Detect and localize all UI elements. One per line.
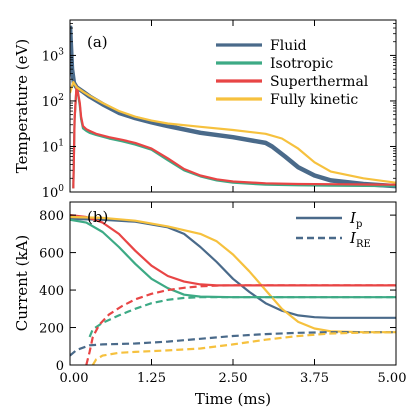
panel-b-x-tick-label: 0.00 (60, 371, 89, 386)
panel-a-y-axis-label: Temperature (eV) (13, 39, 31, 173)
panel-a-legend-label-superthermal: Superthermal (270, 74, 369, 90)
panel-b-series-superthermal-i-p (70, 214, 396, 287)
panel-a-legend-label-fluid: Fluid (270, 38, 307, 54)
panel-b-series-fluid-i-re (70, 331, 396, 357)
panel-b-series-fully-kinetic-i-p (70, 215, 396, 334)
panel-b-axes: 0 200 400 600 800 0.00 1.25 2.50 3.75 5.00 (39, 202, 406, 386)
panel-b-x-tick-label: 1.25 (137, 371, 166, 386)
panel-a-y-tick-label: 101 (42, 138, 64, 155)
panel-b-x-tick-label: 2.50 (219, 371, 248, 386)
panel-b-y-axis-label: Current (kA) (13, 235, 31, 331)
panel-b-legend-label-i-p: Ip (349, 209, 362, 230)
panel-b-y-tick-label: 800 (39, 209, 64, 224)
panel-b-y-tick-label: 400 (39, 284, 64, 299)
panel-a-y-tick-label: 102 (42, 93, 64, 110)
panel-b-label: (b) (87, 208, 108, 226)
panel-a-frame (69, 19, 397, 193)
panel-a-series-fully-kinetic (70, 81, 396, 184)
panel-a-y-tick-label: 100 (42, 184, 65, 201)
panel-b: 0 200 400 600 800 0.00 1.25 2.50 3.75 5.00 (b) Ip… (13, 201, 406, 408)
panel-a-axes: 100 101 102 103 (42, 19, 397, 201)
panel-a-legend-label-isotropic: Isotropic (270, 56, 333, 72)
panel-b-x-tick-label: 3.75 (300, 371, 329, 386)
panel-b-series-superthermal-i-re (85, 284, 396, 365)
panel-b-series-fully-kinetic-i-re (91, 331, 396, 365)
panel-b-y-tick-label: 0 (56, 359, 64, 374)
panel-a-legend: Fluid Isotropic Superthermal Fully kinetic (216, 38, 369, 108)
panel-a-series-superthermal (72, 85, 396, 189)
panel-b-legend-label-i-re: IRE (349, 229, 371, 250)
panel-b-frame (69, 201, 397, 366)
panel-a: 100 101 102 103 (a) Fluid Isotropic Superther… (13, 19, 397, 201)
panel-b-x-tick-label: 5.00 (378, 371, 407, 386)
panel-b-series-isotropic-i-re (88, 296, 396, 338)
panel-a-y-tick-label: 103 (42, 47, 65, 64)
panel-b-y-tick-label: 600 (39, 247, 64, 262)
panel-b-x-axis-label: Time (ms) (195, 390, 271, 408)
panel-a-legend-label-fully-kinetic: Fully kinetic (270, 92, 358, 108)
panel-a-label: (a) (87, 33, 108, 51)
panel-b-plot-area (70, 214, 396, 365)
panel-a-plot-area (70, 25, 396, 189)
panel-b-y-tick-label: 200 (39, 322, 64, 337)
